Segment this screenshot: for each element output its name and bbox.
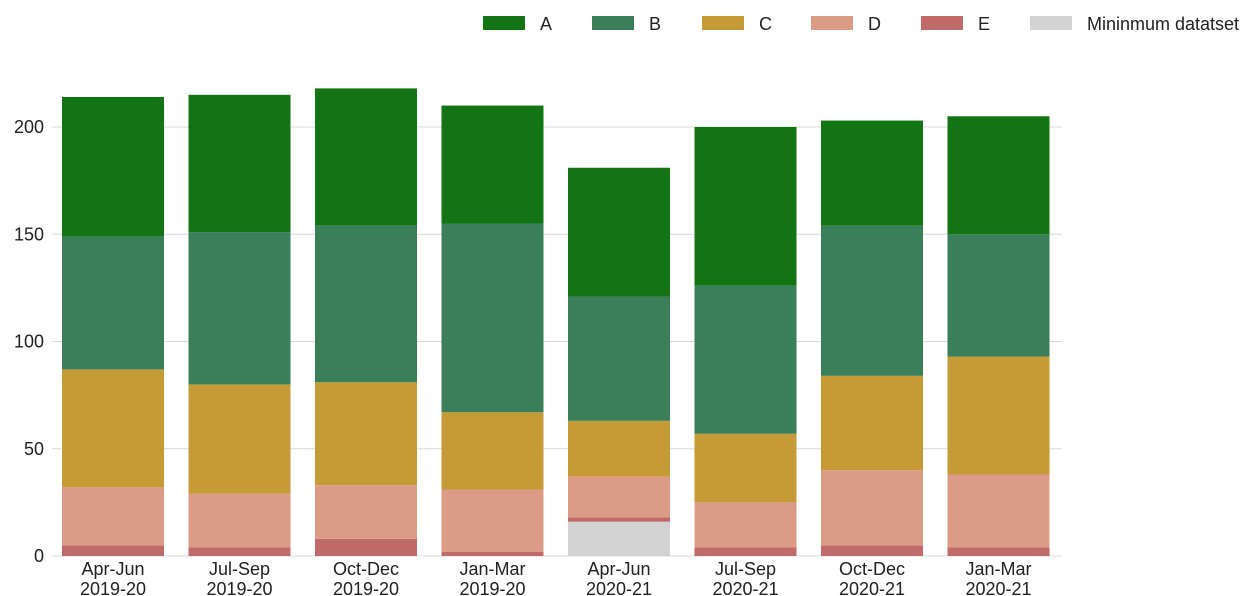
bars bbox=[62, 88, 1050, 556]
bar-segment-e bbox=[821, 545, 923, 556]
bar-segment-c bbox=[62, 369, 164, 488]
legend-swatch-a bbox=[483, 16, 525, 30]
x-tick-label: Oct-Dec bbox=[333, 559, 399, 579]
legend-swatch-e bbox=[921, 16, 963, 30]
x-tick-label: Jul-Sep bbox=[209, 559, 270, 579]
bar-segment-e bbox=[568, 517, 670, 522]
x-tick-label: 2020-21 bbox=[712, 579, 778, 596]
y-tick-label: 0 bbox=[34, 546, 44, 566]
x-tick-label: 2019-20 bbox=[206, 579, 272, 596]
bar-segment-c bbox=[568, 420, 670, 477]
bar-segment-d bbox=[694, 502, 797, 548]
legend-label-e: E bbox=[978, 14, 990, 34]
bar-segment-d bbox=[568, 476, 670, 518]
bar-segment-a bbox=[315, 88, 417, 226]
legend-swatch-mininmum-datatset bbox=[1030, 16, 1072, 30]
x-tick-label: 2020-21 bbox=[965, 579, 1031, 596]
bar-segment-c bbox=[315, 382, 417, 486]
bar-segment-d bbox=[315, 485, 417, 539]
bar-segment-mininmum-datatset bbox=[568, 521, 670, 556]
x-tick-label: Apr-Jun bbox=[81, 559, 144, 579]
bar-segment-c bbox=[694, 433, 797, 503]
bar-segment-c bbox=[947, 356, 1050, 475]
legend-label-d: D bbox=[868, 14, 881, 34]
legend-swatch-b bbox=[592, 16, 634, 30]
bar-segment-e bbox=[188, 547, 291, 556]
bar-segment-a bbox=[441, 105, 544, 224]
bar-segment-b bbox=[62, 236, 164, 370]
bar-segment-b bbox=[947, 234, 1050, 357]
x-tick-label: 2019-20 bbox=[80, 579, 146, 596]
bar-segment-e bbox=[947, 547, 1050, 556]
legend-label-b: B bbox=[649, 14, 661, 34]
bar-segment-c bbox=[188, 384, 291, 494]
bar-segment-a bbox=[188, 94, 291, 233]
x-tick-label: 2020-21 bbox=[839, 579, 905, 596]
x-tick-label: Jan-Mar bbox=[459, 559, 525, 579]
bar-segment-b bbox=[694, 285, 797, 434]
legend-swatch-c bbox=[702, 16, 744, 30]
x-tick-label: 2019-20 bbox=[333, 579, 399, 596]
bar-segment-d bbox=[62, 487, 164, 546]
bar-segment-d bbox=[947, 474, 1050, 548]
y-tick-label: 100 bbox=[14, 332, 44, 352]
x-tick-label: 2020-21 bbox=[586, 579, 652, 596]
x-tick-label: Jul-Sep bbox=[715, 559, 776, 579]
bar-segment-b bbox=[315, 225, 417, 383]
bar-segment-c bbox=[441, 412, 544, 490]
bar-segment-b bbox=[188, 232, 291, 385]
x-tick-label: Apr-Jun bbox=[587, 559, 650, 579]
bar-segment-b bbox=[441, 223, 544, 413]
bar-segment-a bbox=[821, 120, 923, 226]
bar-segment-e bbox=[694, 547, 797, 556]
x-tick-label: Oct-Dec bbox=[839, 559, 905, 579]
y-tick-label: 50 bbox=[24, 439, 44, 459]
bar-segment-d bbox=[188, 493, 291, 548]
x-tick-label: Jan-Mar bbox=[965, 559, 1031, 579]
bar-segment-a bbox=[568, 167, 670, 297]
bar-segment-d bbox=[441, 489, 544, 552]
bar-segment-a bbox=[694, 127, 797, 286]
bar-segment-e bbox=[441, 551, 544, 556]
bar-segment-a bbox=[947, 116, 1050, 235]
legend: A B C D E Mininmum datatset bbox=[483, 14, 1239, 34]
bar-segment-a bbox=[62, 96, 164, 237]
bar-segment-e bbox=[315, 538, 417, 556]
legend-label-a: A bbox=[540, 14, 552, 34]
x-tick-label: 2019-20 bbox=[459, 579, 525, 596]
bar-segment-e bbox=[62, 545, 164, 556]
bar-segment-c bbox=[821, 375, 923, 471]
bar-segment-b bbox=[568, 296, 670, 421]
x-axis-labels: Apr-Jun2019-20Jul-Sep2019-20Oct-Dec2019-… bbox=[80, 559, 1032, 596]
legend-label-c: C bbox=[759, 14, 772, 34]
y-tick-label: 200 bbox=[14, 117, 44, 137]
y-tick-label: 150 bbox=[14, 224, 44, 244]
legend-swatch-d bbox=[811, 16, 853, 30]
bar-segment-b bbox=[821, 225, 923, 376]
y-axis-ticks: 0 50 100 150 200 bbox=[14, 117, 44, 566]
legend-label-mininmum-datatset: Mininmum datatset bbox=[1087, 14, 1239, 34]
bar-segment-d bbox=[821, 470, 923, 546]
